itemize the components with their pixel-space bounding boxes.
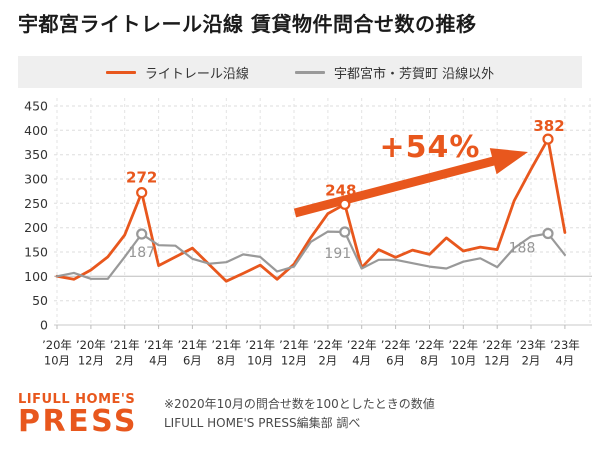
x-axis-tick-label: ’22年 4月 [347,338,377,368]
x-axis-tick-label: ’22年 8月 [415,338,445,368]
x-axis-tick-label: ’22年 2月 [313,338,343,368]
y-axis-tick-label: 0 [40,318,48,333]
source-notes: ※2020年10月の問合せ数を100としたときの数値 LIFULL HOME'S… [164,393,435,432]
x-axis-tick-label: ’22年 10月 [448,338,478,368]
legend-label-other-area: 宇都宮市・芳賀町 沿線以外 [333,66,495,82]
page-title: 宇都宮ライトレール沿線 賃貸物件問合せ数の推移 [18,12,477,36]
y-axis-tick-label: 200 [24,220,48,235]
data-point-value-label: 382 [533,117,564,135]
lifull-homes-press-logo: LIFULL HOME'S PRESS [18,393,146,437]
x-axis-tick-label: ’21年 6月 [178,338,208,368]
x-axis-tick-label: ’22年 6月 [381,338,411,368]
y-axis-tick-label: 100 [24,269,48,284]
logo-text-top: LIFULL HOME'S [18,392,136,407]
y-axis-tick-label: 400 [24,123,48,138]
data-point-value-label: 272 [126,169,157,187]
growth-annotation: +54% [380,130,481,165]
y-axis-tick-label: 150 [24,245,48,260]
y-axis-tick-label: 50 [32,293,48,308]
x-axis-tick-label: ’21年 12月 [279,338,309,368]
note-source: LIFULL HOME'S PRESS編集部 調べ [164,415,361,430]
x-axis-tick-label: ’22年 12月 [482,338,512,368]
data-point-marker [136,228,148,240]
y-axis-tick-label: 350 [24,147,48,162]
data-point-marker [136,187,148,199]
x-axis-tick-label: ’23年 4月 [550,338,580,368]
x-axis-tick-label: ’21年 2月 [110,338,140,368]
y-axis-tick-label: 250 [24,196,48,211]
x-axis-tick-label: ’21年 10月 [245,338,275,368]
logo-text-bottom: PRESS [18,404,138,439]
x-axis-tick-label: ’23年 2月 [516,338,546,368]
chart-legend: ライトレール沿線 宇都宮市・芳賀町 沿線以外 [18,56,582,88]
y-axis-tick-label: 450 [24,99,48,114]
y-axis-tick-label: 300 [24,172,48,187]
x-axis-tick-label: ’21年 4月 [144,338,174,368]
legend-item-lightrail: ライトレール沿線 [105,63,249,82]
x-axis-tick-label: ’21年 8月 [211,338,241,368]
legend-swatch-other-area [294,70,325,74]
footer: LIFULL HOME'S PRESS ※2020年10月の問合せ数を100とし… [18,393,435,437]
x-axis-tick-label: ’20年 10月 [42,338,72,368]
x-axis-tick-label: ’20年 12月 [76,338,106,368]
growth-arrow [293,148,528,218]
legend-label-lightrail: ライトレール沿線 [144,66,249,82]
data-point-marker [542,133,554,145]
data-point-value-label: 191 [324,246,351,262]
data-point-value-label: 187 [128,245,155,261]
note-index-base: ※2020年10月の問合せ数を100としたときの数値 [164,397,435,411]
data-point-marker [339,226,351,238]
legend-swatch-lightrail [105,70,136,74]
data-point-marker [542,227,554,240]
data-point-marker [339,198,351,210]
data-point-value-label: 248 [325,181,356,199]
data-point-value-label: 188 [509,241,536,257]
legend-item-other-area: 宇都宮市・芳賀町 沿線以外 [294,63,495,82]
